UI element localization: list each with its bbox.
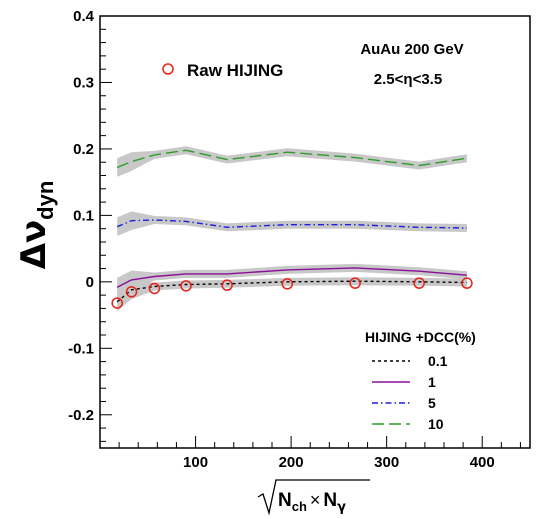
x-tick-label: 300 [374, 454, 399, 471]
y-tick-label: 0.3 [73, 74, 94, 91]
raw-hijing-point [180, 280, 192, 292]
legend-label-10: 10 [428, 416, 444, 432]
y-tick-label: -0.1 [68, 340, 94, 357]
x-axis-label: Nch × Nγ [257, 479, 370, 516]
band-5 [117, 211, 467, 236]
raw-hijing-legend-marker [162, 63, 174, 75]
raw-hijing-markers [111, 277, 473, 309]
series-line-10 [116, 149, 468, 169]
x-tick-label: 400 [470, 454, 495, 471]
raw-hijing-point [148, 282, 161, 295]
raw-hijing-point [125, 286, 138, 298]
x-axis: 100 200 300 400 [99, 436, 521, 471]
band-0-1 [117, 277, 467, 312]
legend-title: HIJING +DCC(%) [365, 329, 476, 345]
band-1 [117, 263, 467, 297]
series-lines [116, 149, 468, 303]
legend-label-0-1: 0.1 [428, 353, 448, 369]
x-tick-label: 200 [279, 454, 304, 471]
y-axis-label: Δνdyn [14, 181, 58, 270]
x-tick-label: 100 [183, 454, 208, 471]
plot-frame [99, 15, 531, 449]
y-tick-label: 0 [86, 274, 94, 291]
raw-hijing-point [349, 277, 361, 289]
legend-label-5: 5 [428, 395, 436, 411]
raw-hijing-point [461, 277, 473, 289]
raw-hijing-point [111, 297, 123, 309]
y-axis: -0.2 -0.1 0 0.1 0.2 0.3 0.4 [68, 8, 112, 442]
annotation-eta-range: 2.5<η<3.5 [374, 71, 442, 88]
series-line-0-1 [116, 280, 467, 303]
legend: 0.1 1 5 10 [372, 353, 448, 432]
series-line-1 [116, 267, 467, 288]
y-tick-label: 0.4 [73, 8, 95, 25]
raw-hijing-point [221, 279, 233, 291]
y-tick-label: -0.2 [68, 407, 94, 424]
legend-label-1: 1 [428, 374, 436, 390]
svg-text:Δνdyn: Δνdyn [14, 181, 58, 270]
raw-hijing-point [281, 278, 294, 290]
series-line-5 [116, 219, 467, 229]
sqrt-sign [257, 479, 370, 516]
raw-hijing-legend-label: Raw HIJING [187, 61, 283, 80]
annotation-system: AuAu 200 GeV [360, 41, 463, 58]
svg-text:Nch×Nγ: Nch × Nγ [278, 490, 346, 515]
raw-hijing-point [413, 277, 425, 289]
y-tick-label: 0.1 [73, 207, 94, 224]
y-tick-label: 0.2 [73, 141, 94, 158]
